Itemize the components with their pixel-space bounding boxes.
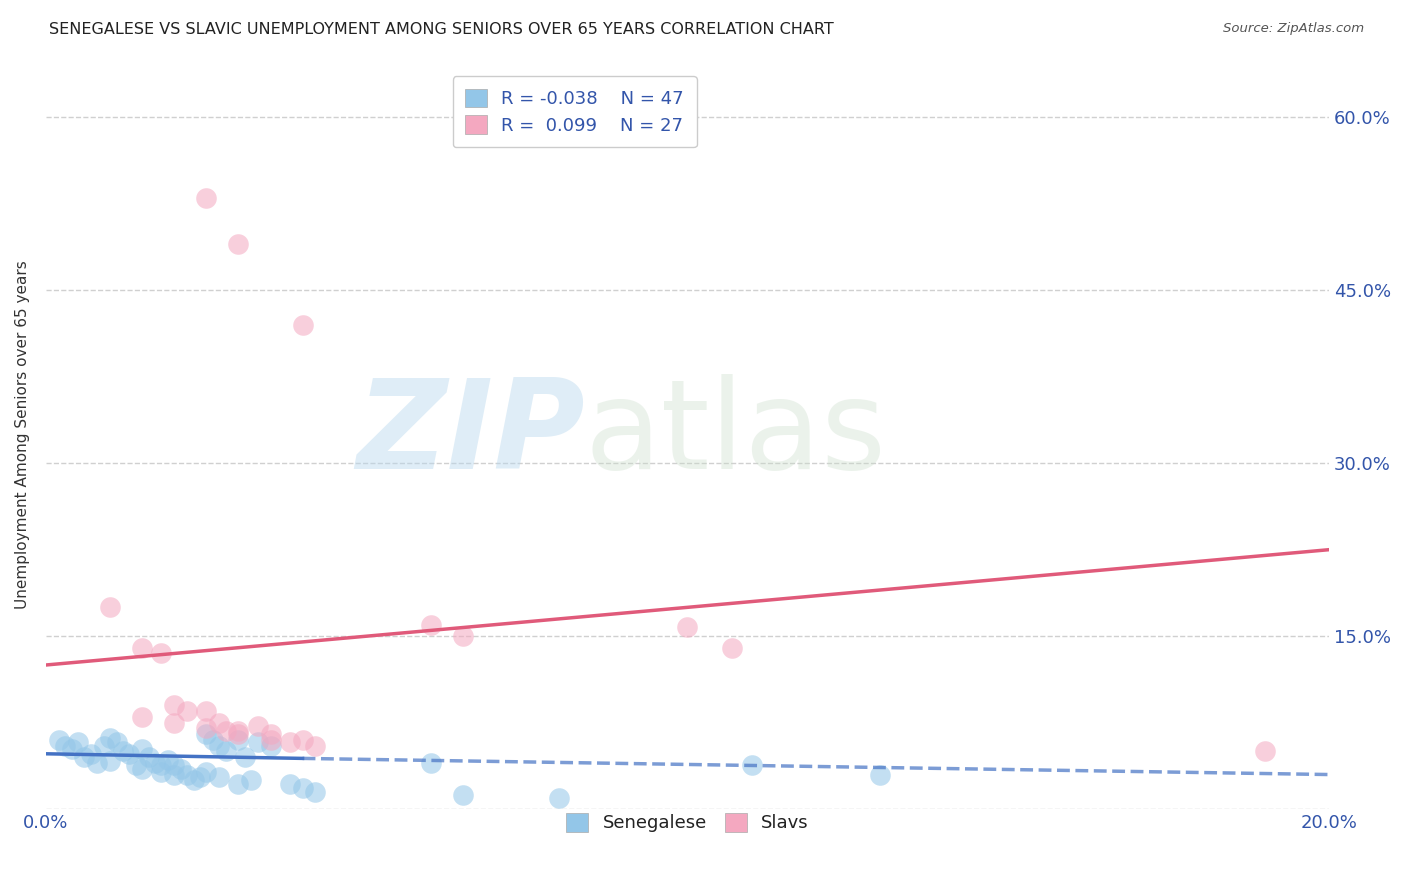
Point bbox=[98, 754, 121, 768]
Point bbox=[741, 758, 763, 772]
Point bbox=[228, 237, 250, 252]
Text: Source: ZipAtlas.com: Source: ZipAtlas.com bbox=[1223, 22, 1364, 36]
Point bbox=[214, 744, 236, 758]
Point bbox=[150, 765, 173, 780]
Point bbox=[259, 727, 281, 741]
Point bbox=[131, 742, 153, 756]
Point bbox=[259, 733, 281, 747]
Point bbox=[195, 191, 218, 205]
Legend: Senegalese, Slavs: Senegalese, Slavs bbox=[554, 800, 821, 845]
Point bbox=[201, 733, 224, 747]
Point bbox=[150, 758, 173, 772]
Point bbox=[228, 777, 250, 791]
Point bbox=[143, 756, 166, 770]
Point bbox=[73, 750, 96, 764]
Point bbox=[183, 773, 205, 788]
Point bbox=[111, 744, 134, 758]
Point bbox=[105, 735, 128, 749]
Point bbox=[163, 767, 186, 781]
Point bbox=[80, 747, 103, 761]
Point bbox=[419, 756, 441, 770]
Point bbox=[156, 753, 179, 767]
Point bbox=[163, 698, 186, 713]
Text: atlas: atlas bbox=[585, 374, 887, 495]
Point bbox=[291, 318, 314, 332]
Point bbox=[233, 750, 256, 764]
Point bbox=[246, 735, 269, 749]
Point bbox=[86, 756, 108, 770]
Point bbox=[304, 785, 326, 799]
Point bbox=[53, 739, 76, 753]
Point bbox=[228, 723, 250, 738]
Point bbox=[278, 777, 301, 791]
Point bbox=[131, 640, 153, 655]
Text: ZIP: ZIP bbox=[356, 374, 585, 495]
Point bbox=[228, 733, 250, 747]
Point bbox=[246, 719, 269, 733]
Point bbox=[195, 765, 218, 780]
Point bbox=[721, 640, 744, 655]
Point bbox=[150, 647, 173, 661]
Point bbox=[451, 629, 474, 643]
Point bbox=[195, 704, 218, 718]
Point bbox=[208, 715, 231, 730]
Point bbox=[170, 762, 193, 776]
Y-axis label: Unemployment Among Seniors over 65 years: Unemployment Among Seniors over 65 years bbox=[15, 260, 30, 608]
Point bbox=[195, 727, 218, 741]
Text: SENEGALESE VS SLAVIC UNEMPLOYMENT AMONG SENIORS OVER 65 YEARS CORRELATION CHART: SENEGALESE VS SLAVIC UNEMPLOYMENT AMONG … bbox=[49, 22, 834, 37]
Point bbox=[291, 781, 314, 796]
Point bbox=[214, 723, 236, 738]
Point bbox=[48, 733, 70, 747]
Point bbox=[176, 704, 198, 718]
Point bbox=[98, 731, 121, 745]
Point bbox=[131, 762, 153, 776]
Point bbox=[176, 767, 198, 781]
Point bbox=[419, 617, 441, 632]
Point bbox=[676, 620, 699, 634]
Point bbox=[278, 735, 301, 749]
Point bbox=[125, 758, 148, 772]
Point bbox=[304, 739, 326, 753]
Point bbox=[869, 767, 891, 781]
Point bbox=[291, 733, 314, 747]
Point bbox=[208, 770, 231, 784]
Point bbox=[188, 770, 211, 784]
Point bbox=[118, 747, 141, 761]
Point bbox=[240, 773, 263, 788]
Point bbox=[163, 758, 186, 772]
Point bbox=[195, 722, 218, 736]
Point bbox=[451, 789, 474, 803]
Point bbox=[93, 739, 115, 753]
Point bbox=[208, 739, 231, 753]
Point bbox=[548, 790, 571, 805]
Point bbox=[60, 742, 83, 756]
Point bbox=[131, 710, 153, 724]
Point bbox=[228, 727, 250, 741]
Point bbox=[67, 735, 90, 749]
Point bbox=[138, 750, 160, 764]
Point bbox=[259, 739, 281, 753]
Point bbox=[163, 715, 186, 730]
Point bbox=[1254, 744, 1277, 758]
Point bbox=[98, 600, 121, 615]
